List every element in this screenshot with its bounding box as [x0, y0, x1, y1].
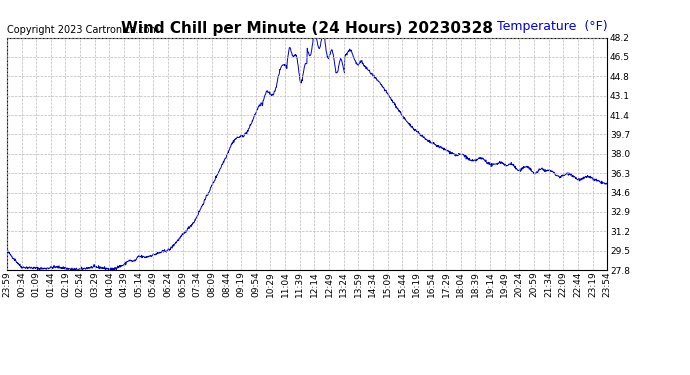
Text: Temperature  (°F): Temperature (°F) [497, 20, 607, 33]
Text: Copyright 2023 Cartronics.com: Copyright 2023 Cartronics.com [7, 25, 159, 35]
Title: Wind Chill per Minute (24 Hours) 20230328: Wind Chill per Minute (24 Hours) 2023032… [121, 21, 493, 36]
